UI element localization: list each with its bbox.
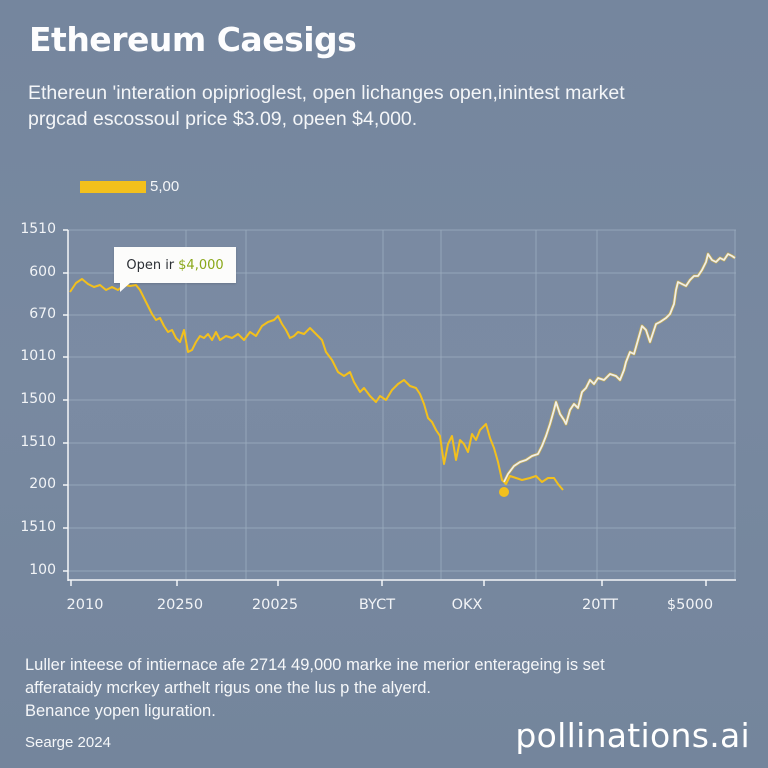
- legend-label: 5,00: [150, 178, 180, 195]
- axes: [63, 229, 736, 586]
- series-line-1: [503, 253, 736, 483]
- subtitle-line-2: prgcad escossoul price $3.09, opeen $4,0…: [28, 108, 418, 130]
- chart-title: Ethereum Caesigs: [29, 20, 357, 59]
- series-line-0: [69, 278, 564, 491]
- x-tick-label: BYCT: [358, 597, 396, 613]
- x-tick-label: 2010: [66, 597, 104, 613]
- y-tick-label: 600: [29, 264, 56, 280]
- y-tick-label: 1010: [20, 348, 56, 364]
- chart-subtitle: Ethereun 'interation opiprioglest, open …: [28, 80, 748, 132]
- y-tick-label: 1510: [20, 434, 56, 450]
- grid-lines: [68, 229, 736, 579]
- x-tick-label: OKX: [451, 597, 483, 613]
- x-tick-label: 20025: [251, 597, 299, 613]
- description-line-2: afferataidy mcrkey arthelt rigus one the…: [25, 679, 431, 697]
- x-tick-label: 20TT: [582, 597, 618, 613]
- date-label: Searge 2024: [25, 734, 111, 751]
- y-tick-label: 1510: [20, 221, 56, 237]
- description-text: Luller inteese of intiernace afe 2714 49…: [25, 654, 745, 723]
- x-tick-label: $5000: [666, 597, 714, 613]
- y-tick-label: 670: [29, 306, 56, 322]
- description-line-3: Benance yopen liguration.: [25, 702, 216, 720]
- watermark: pollinations.ai: [515, 716, 750, 755]
- low-point-marker: [499, 487, 509, 497]
- legend: 5,00: [80, 178, 179, 195]
- legend-swatch: [80, 180, 146, 193]
- x-tick-label: 20250: [156, 597, 204, 613]
- y-tick-label: 100: [29, 562, 56, 578]
- y-tick-label: 200: [29, 476, 56, 492]
- data-markers: [499, 487, 509, 497]
- description-line-1: Luller inteese of intiernace afe 2714 49…: [25, 656, 605, 674]
- y-tick-label: 1500: [20, 391, 56, 407]
- y-tick-label: 1510: [20, 519, 56, 535]
- callout-label: Open ir: [126, 257, 175, 273]
- data-series: [69, 252, 736, 491]
- price-callout: Open ir $4,000: [114, 247, 236, 292]
- subtitle-line-1: Ethereun 'interation opiprioglest, open …: [28, 82, 625, 104]
- callout-value: $4,000: [178, 257, 224, 273]
